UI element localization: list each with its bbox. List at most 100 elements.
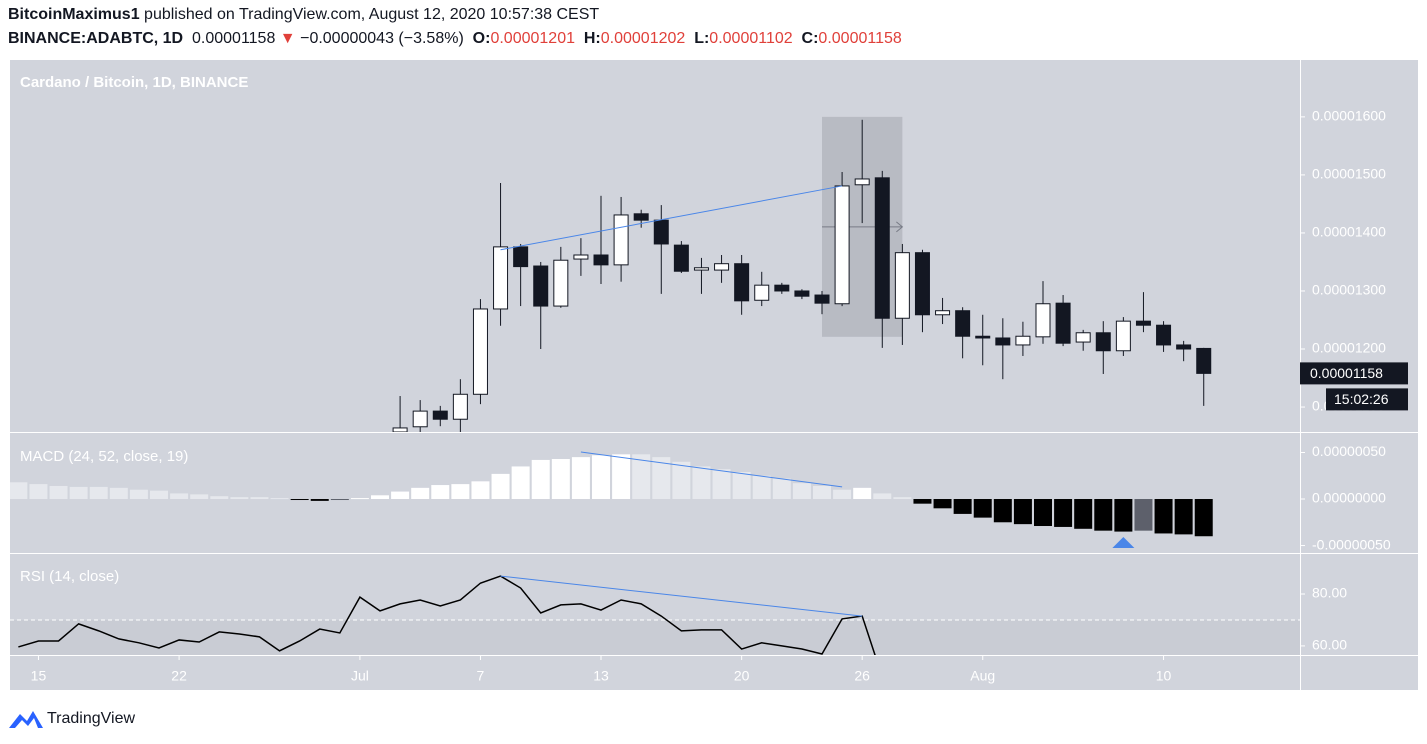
candle-body bbox=[553, 259, 569, 307]
macd-bar bbox=[672, 461, 691, 500]
price: 0.00001158 bbox=[192, 30, 276, 47]
macd-bar bbox=[833, 489, 852, 500]
candle-body bbox=[472, 308, 488, 395]
price-pane bbox=[392, 116, 1212, 432]
macd-bar bbox=[290, 499, 309, 501]
candle-body bbox=[774, 284, 790, 292]
macd-bar bbox=[371, 495, 390, 500]
y-tick-label: 80.00 bbox=[1312, 585, 1347, 601]
ohlc-key: L: bbox=[694, 30, 710, 47]
trendline bbox=[580, 451, 843, 488]
candle-body bbox=[633, 213, 649, 221]
macd-bar bbox=[612, 454, 631, 500]
macd-bar bbox=[210, 496, 229, 500]
ohlc-value: 0.00001102 bbox=[709, 30, 793, 47]
x-tick-label: Jul bbox=[351, 668, 369, 684]
candle-body bbox=[894, 252, 910, 319]
symbol: BINANCE:ADABTC, 1D bbox=[8, 30, 184, 47]
macd-bar bbox=[270, 498, 289, 500]
macd-bar bbox=[973, 499, 992, 518]
axes: 0.00001600 0.00001500 0.00001400 0.00001300… bbox=[10, 60, 1418, 690]
pane-title: Cardano / Bitcoin, 1D, BINANCE bbox=[20, 74, 248, 91]
x-tick-label: 20 bbox=[734, 668, 750, 684]
macd-bar bbox=[391, 491, 410, 500]
candle-body bbox=[573, 254, 589, 260]
candle-body bbox=[673, 244, 689, 272]
y-tick-label: 60.00 bbox=[1312, 637, 1347, 653]
y-tick-label: 0.00000000 bbox=[1312, 490, 1386, 506]
macd-bar bbox=[129, 489, 148, 500]
ohlc-key: C: bbox=[801, 30, 819, 47]
macd-bar bbox=[491, 473, 510, 500]
macd-bar bbox=[1094, 499, 1113, 531]
macd-bar bbox=[813, 485, 832, 500]
candle-body bbox=[754, 284, 770, 301]
candle-body bbox=[533, 265, 549, 307]
ohlc-key: H: bbox=[583, 30, 601, 47]
candle-body bbox=[1135, 320, 1151, 326]
date-range-highlight bbox=[822, 116, 903, 337]
header-line-2: BINANCE:ADABTC, 1D 0.00001158 ▼ −0.00000… bbox=[8, 30, 902, 48]
y-tick-label: 0.00001300 bbox=[1312, 282, 1386, 298]
y-tick-label: 0.00001400 bbox=[1312, 224, 1386, 240]
candle-body bbox=[1095, 332, 1111, 352]
y-tick-label: -0.00000050 bbox=[1312, 536, 1391, 552]
macd-bar bbox=[310, 499, 329, 501]
macd-bar bbox=[652, 457, 671, 500]
last-price-box bbox=[1300, 362, 1408, 385]
macd-bar bbox=[1034, 499, 1053, 527]
macd-bar bbox=[933, 499, 952, 509]
y-tick-label: 0.00001600 bbox=[1312, 108, 1386, 124]
candle-body bbox=[613, 214, 629, 266]
candle-body bbox=[975, 335, 991, 339]
logo-inner bbox=[15, 718, 38, 728]
macd-bar bbox=[1074, 499, 1093, 529]
y-tick-label: 0.00001200 bbox=[1312, 340, 1386, 356]
candle-body bbox=[653, 219, 669, 245]
macd-bar bbox=[1154, 499, 1173, 534]
logo-shape bbox=[9, 711, 43, 728]
macd-bar bbox=[170, 493, 189, 500]
pane-title: MACD (24, 52, close, 19) bbox=[20, 448, 188, 465]
candle-body bbox=[955, 310, 971, 337]
macd-bar bbox=[1134, 499, 1153, 531]
candle-body bbox=[493, 246, 509, 310]
trendline bbox=[500, 185, 843, 251]
macd-bar bbox=[29, 484, 48, 500]
candle-body bbox=[935, 310, 951, 316]
candle-body bbox=[432, 410, 448, 420]
macd-bar bbox=[1174, 499, 1193, 535]
signal-marker bbox=[1112, 537, 1135, 548]
candle-body bbox=[794, 290, 810, 297]
change-arrow: ▼ bbox=[279, 30, 296, 47]
macd-bar bbox=[89, 486, 108, 500]
chart-background bbox=[10, 60, 1418, 690]
macd-bar bbox=[250, 497, 269, 500]
macd-pane bbox=[10, 451, 1213, 548]
macd-bar bbox=[993, 499, 1012, 523]
x-tick-label: Aug bbox=[970, 668, 995, 684]
macd-bar bbox=[411, 487, 430, 500]
ohlc-value: 0.00001158 bbox=[818, 30, 902, 47]
macd-bar bbox=[732, 472, 751, 500]
header-line-1: BitcoinMaximus1 published on TradingView… bbox=[8, 6, 599, 24]
macd-bar bbox=[792, 483, 811, 500]
macd-bar bbox=[10, 482, 28, 500]
macd-bar bbox=[230, 497, 249, 500]
countdown-box bbox=[1326, 388, 1408, 411]
candle-body bbox=[854, 178, 870, 186]
macd-bar bbox=[531, 459, 550, 500]
last-price-label: 0.00001158 bbox=[1310, 365, 1383, 381]
macd-bar bbox=[873, 493, 892, 500]
y-tick-label: 0.00000050 bbox=[1312, 443, 1386, 459]
candle-body bbox=[814, 294, 830, 304]
ohlc-value: 0.00001201 bbox=[490, 30, 575, 47]
x-tick-label: 13 bbox=[593, 668, 609, 684]
candle-body bbox=[412, 410, 428, 428]
candle-body bbox=[513, 246, 529, 268]
candle-body bbox=[452, 393, 468, 420]
macd-bar bbox=[712, 469, 731, 500]
macd-bar bbox=[109, 487, 128, 500]
candle-body bbox=[693, 267, 709, 271]
x-tick-label: 10 bbox=[1156, 668, 1172, 684]
